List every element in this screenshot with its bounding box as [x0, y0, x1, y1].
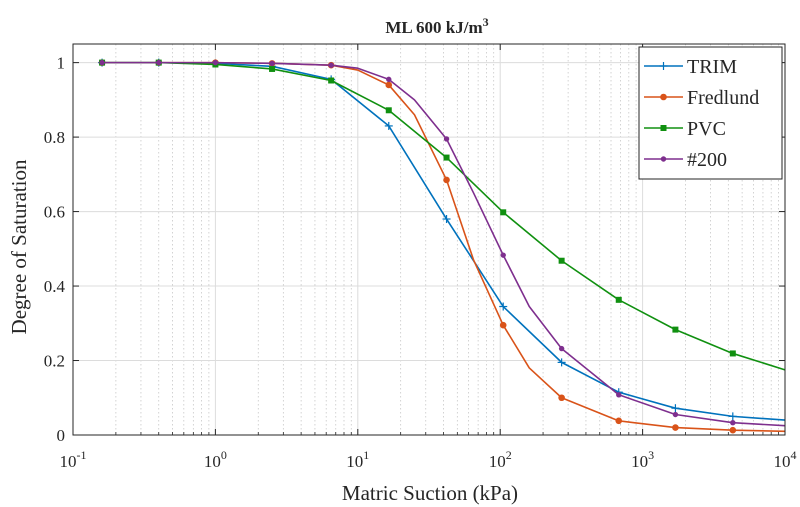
x-tick-exponent: 3 [648, 448, 654, 462]
plot-series [98, 58, 786, 434]
data-point-pvc [500, 209, 507, 216]
data-point-pvc [269, 65, 276, 72]
y-tick-label: 0.8 [44, 128, 65, 147]
x-tick-base: 10 [346, 452, 363, 471]
data-point-200 [558, 345, 565, 352]
chart-title-superscript: 3 [483, 15, 489, 29]
x-tick-label: 100 [204, 448, 227, 471]
legend-marker-fredlund [660, 93, 667, 101]
plot-frame [72, 43, 786, 436]
x-tick-exponent: 0 [221, 448, 227, 462]
data-point-pvc [729, 350, 736, 357]
data-point-fredlund [615, 417, 623, 425]
series-200 [99, 59, 786, 427]
legend-label-pvc: PVC [687, 118, 726, 140]
data-point-200 [443, 136, 450, 142]
legend-item-pvc: PVC [644, 118, 726, 140]
x-axis-label: Matric Suction (kPa) [342, 481, 518, 505]
legend-label-200: #200 [687, 149, 727, 171]
data-point-pvc [558, 257, 565, 264]
legend-marker-trim [659, 62, 668, 70]
data-point-pvc [615, 296, 622, 303]
x-tick-base: 10 [631, 452, 648, 471]
x-tick-label: 101 [346, 448, 369, 471]
x-tick-base: 10 [489, 452, 506, 471]
x-tick-label: 10-1 [60, 448, 87, 471]
data-point-trim [499, 302, 508, 311]
data-point-pvc [385, 107, 392, 114]
chart-title-text: ML 600 kJ/m [385, 18, 482, 37]
data-point-200 [672, 411, 679, 418]
legend-label-trim: TRIM [687, 56, 737, 78]
data-point-pvc [443, 154, 450, 161]
y-tick-label: 0.6 [44, 203, 65, 222]
x-tick-base: 10 [204, 452, 221, 471]
data-point-pvc [328, 77, 335, 84]
chart-title: ML 600 kJ/m3 [385, 15, 488, 37]
y-tick-label: 0.2 [44, 352, 65, 371]
data-point-200 [386, 76, 392, 83]
y-axis-label: Degree of Saturation [7, 159, 31, 334]
data-point-fredlund [672, 424, 679, 431]
data-point-trim [442, 215, 451, 224]
legend-marker-pvc [660, 125, 667, 131]
data-point-200 [616, 392, 622, 398]
y-tick-label: 0 [57, 426, 66, 445]
data-point-fredlund [729, 426, 737, 434]
data-point-200 [269, 60, 275, 67]
data-point-fredlund [499, 321, 507, 329]
legend-marker-200 [660, 156, 667, 162]
data-point-pvc [672, 326, 679, 333]
data-point-200 [99, 59, 105, 66]
data-point-200 [730, 420, 736, 426]
data-point-200 [156, 59, 162, 66]
x-tick-base: 10 [60, 452, 77, 471]
x-tick-label: 102 [489, 448, 512, 471]
data-point-trim [671, 404, 680, 413]
x-tick-exponent: 2 [506, 448, 512, 462]
data-point-fredlund [443, 176, 450, 184]
data-point-trim [728, 412, 737, 421]
x-tick-base: 10 [774, 452, 791, 471]
data-point-200 [328, 62, 334, 68]
y-tick-label: 1 [57, 54, 66, 73]
data-point-fredlund [558, 394, 565, 402]
legend-item-fredlund: Fredlund [644, 87, 759, 109]
data-point-trim [384, 121, 393, 130]
data-point-trim [557, 358, 566, 367]
legend-item-trim: TRIM [644, 56, 737, 78]
x-tick-exponent: 4 [791, 448, 797, 462]
x-tick-exponent: 1 [363, 448, 369, 462]
data-point-fredlund [385, 81, 393, 89]
data-point-200 [500, 252, 506, 258]
legend-item-200: #200 [644, 149, 727, 171]
y-tick-label: 0.4 [44, 277, 66, 296]
legend-label-fredlund: Fredlund [687, 87, 759, 109]
data-point-200 [212, 59, 219, 66]
x-tick-label: 104 [774, 448, 797, 471]
x-tick-label: 103 [631, 448, 654, 471]
legend: TRIM Fredlund PVC #200 [638, 46, 783, 180]
x-tick-exponent: -1 [77, 448, 87, 462]
